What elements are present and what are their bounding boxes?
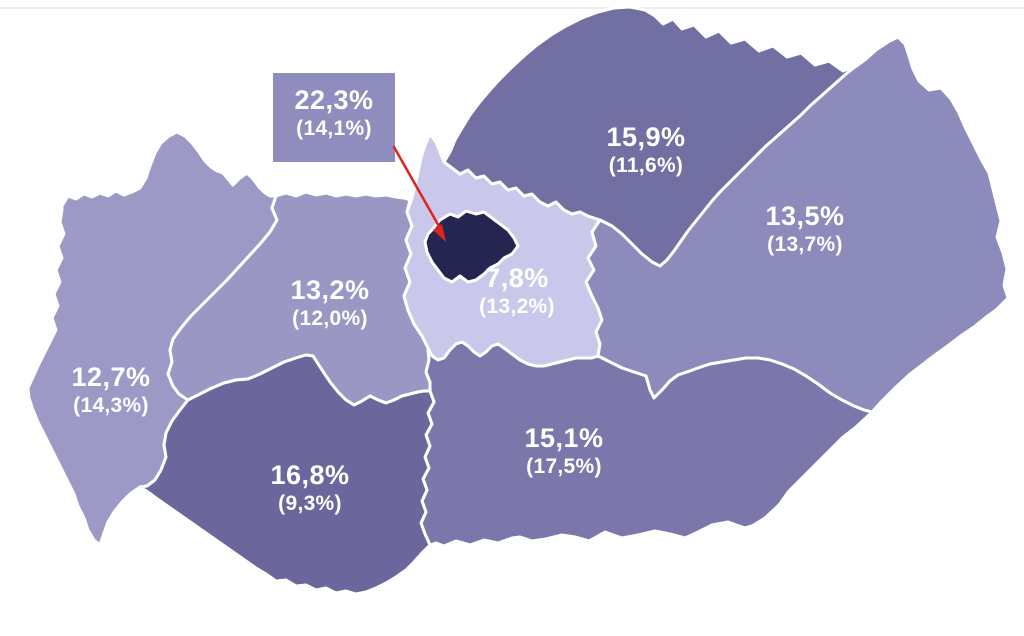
region-southern-transdanubia bbox=[138, 353, 436, 596]
callout-arrow-line bbox=[392, 145, 442, 230]
callout-arrowhead bbox=[433, 224, 446, 242]
top-divider-line bbox=[0, 7, 1024, 9]
callout-box bbox=[273, 73, 395, 162]
region-budapest bbox=[423, 209, 520, 284]
region-southern-great-plain bbox=[419, 340, 874, 548]
